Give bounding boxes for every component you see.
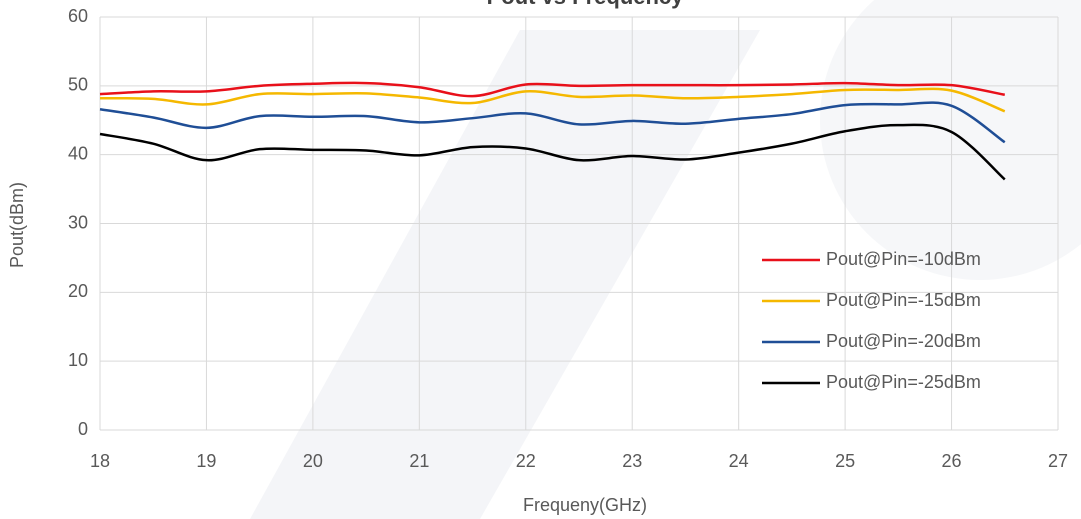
- legend-label: Pout@Pin=-20dBm: [826, 331, 981, 351]
- x-tick-label: 23: [622, 451, 642, 471]
- chart-title: Pout vs Frequency: [487, 0, 685, 9]
- y-tick-label: 60: [68, 6, 88, 26]
- y-tick-label: 20: [68, 281, 88, 301]
- legend-label: Pout@Pin=-10dBm: [826, 249, 981, 269]
- x-tick-label: 20: [303, 451, 323, 471]
- x-tick-label: 21: [409, 451, 429, 471]
- x-tick-label: 24: [729, 451, 749, 471]
- series-line: [99, 81, 1006, 98]
- y-tick-label: 50: [68, 75, 88, 95]
- watermark: [820, 0, 1081, 280]
- x-tick-label: 22: [516, 451, 536, 471]
- x-tick-label: 19: [196, 451, 216, 471]
- x-tick-label: 27: [1048, 451, 1068, 471]
- x-tick-label: 25: [835, 451, 855, 471]
- x-axis-title: Frequeny(GHz): [523, 495, 647, 515]
- x-tick-label: 26: [942, 451, 962, 471]
- y-tick-label: 40: [68, 143, 88, 163]
- y-tick-label: 10: [68, 350, 88, 370]
- y-tick-label: 30: [68, 212, 88, 232]
- legend-label: Pout@Pin=-25dBm: [826, 372, 981, 392]
- series-line: [99, 87, 1006, 113]
- y-tick-label: 0: [78, 419, 88, 439]
- watermark: [250, 30, 760, 519]
- legend-label: Pout@Pin=-15dBm: [826, 290, 981, 310]
- series-line: [99, 101, 1006, 144]
- x-tick-label: 18: [90, 451, 110, 471]
- y-axis-title: Pout(dBm): [7, 182, 27, 268]
- series-line: [99, 123, 1006, 181]
